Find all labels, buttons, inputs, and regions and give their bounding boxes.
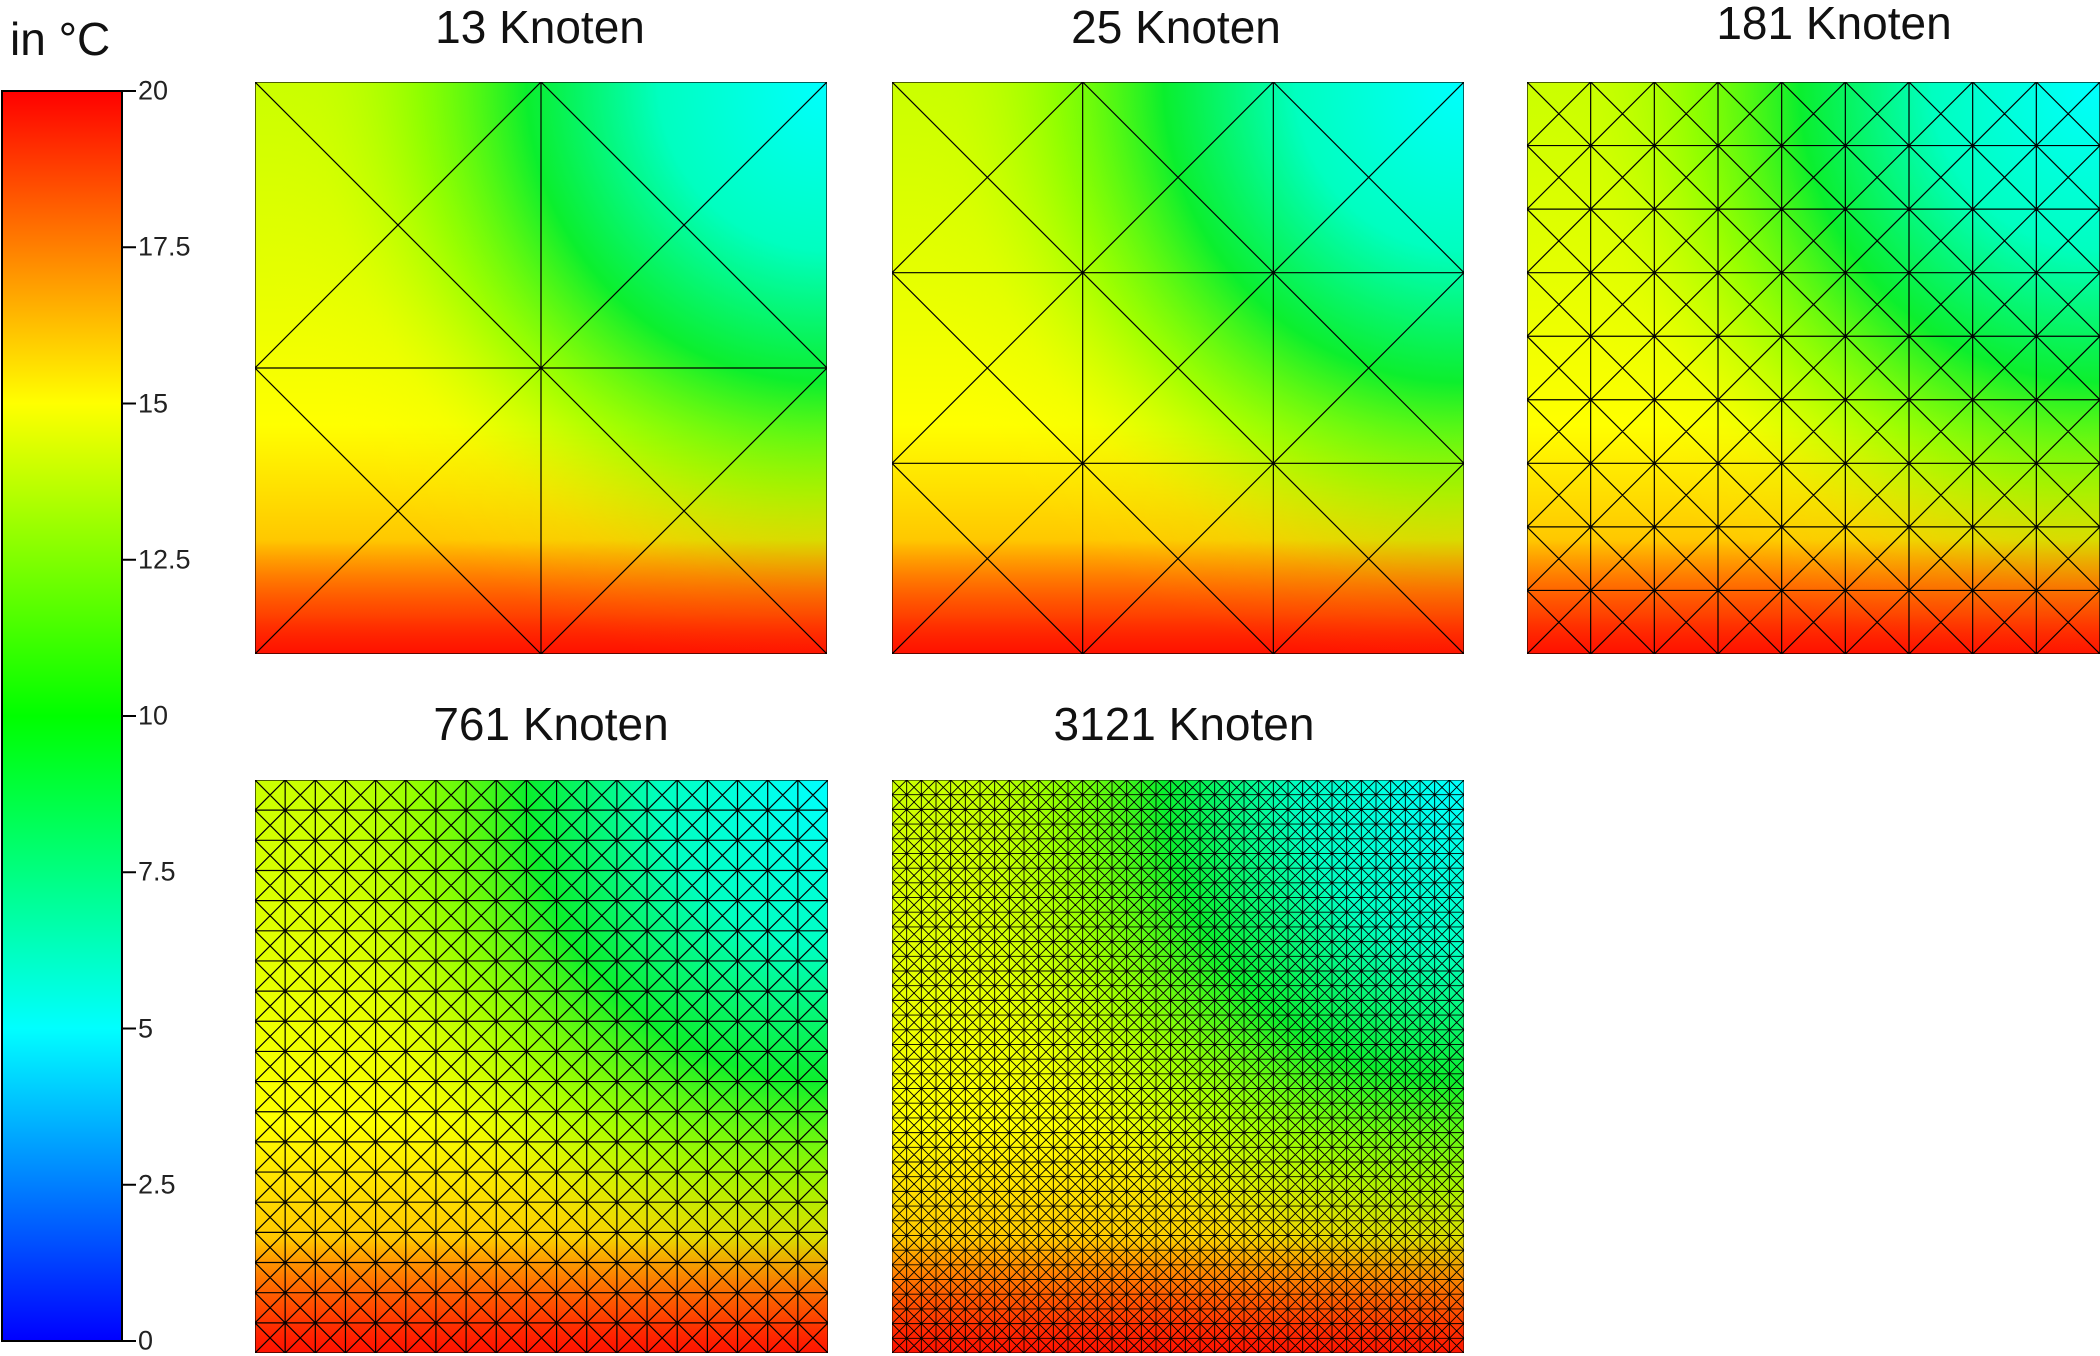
colorbar-tick-label: 5 xyxy=(138,1013,154,1043)
panel-title-3: 181 Knoten xyxy=(1716,0,1952,49)
mesh-panel-4 xyxy=(255,780,828,1353)
mesh-lines xyxy=(255,82,827,654)
mesh-panel-2 xyxy=(892,82,1464,654)
colorbar-tick-label: 10 xyxy=(138,700,169,731)
mesh-panels xyxy=(255,82,2100,1353)
mesh-panel-5 xyxy=(892,780,1464,1353)
panel-title-2: 25 Knoten xyxy=(1071,1,1281,53)
colorbar-tick-label: 17.5 xyxy=(138,231,191,262)
mesh-lines xyxy=(892,780,1464,1353)
mesh-lines xyxy=(255,780,828,1353)
colorbar-ticks xyxy=(122,90,136,1342)
mesh-lines xyxy=(892,82,1464,654)
mesh-lines xyxy=(1527,82,2100,654)
colorbar-tick-label: 15 xyxy=(138,388,169,418)
colorbar-tick-label: 7.5 xyxy=(138,856,176,887)
colorbar-tick-label: 2.5 xyxy=(138,1169,176,1200)
panel-title-4: 761 Knoten xyxy=(433,698,669,750)
colorbar-tick-label: 12.5 xyxy=(138,544,191,575)
colorbar-gradient xyxy=(1,90,123,1342)
colorbar-tick-label: 20 xyxy=(138,75,169,106)
panel-title-5: 3121 Knoten xyxy=(1053,698,1315,750)
mesh-panel-1 xyxy=(255,82,827,654)
panel-title-1: 13 Knoten xyxy=(435,1,645,53)
mesh-panel-3 xyxy=(1527,82,2100,654)
colorbar-tick-label: 0 xyxy=(138,1325,154,1356)
colorbar-title: in °C xyxy=(10,13,111,65)
colorbar xyxy=(1,90,136,1342)
